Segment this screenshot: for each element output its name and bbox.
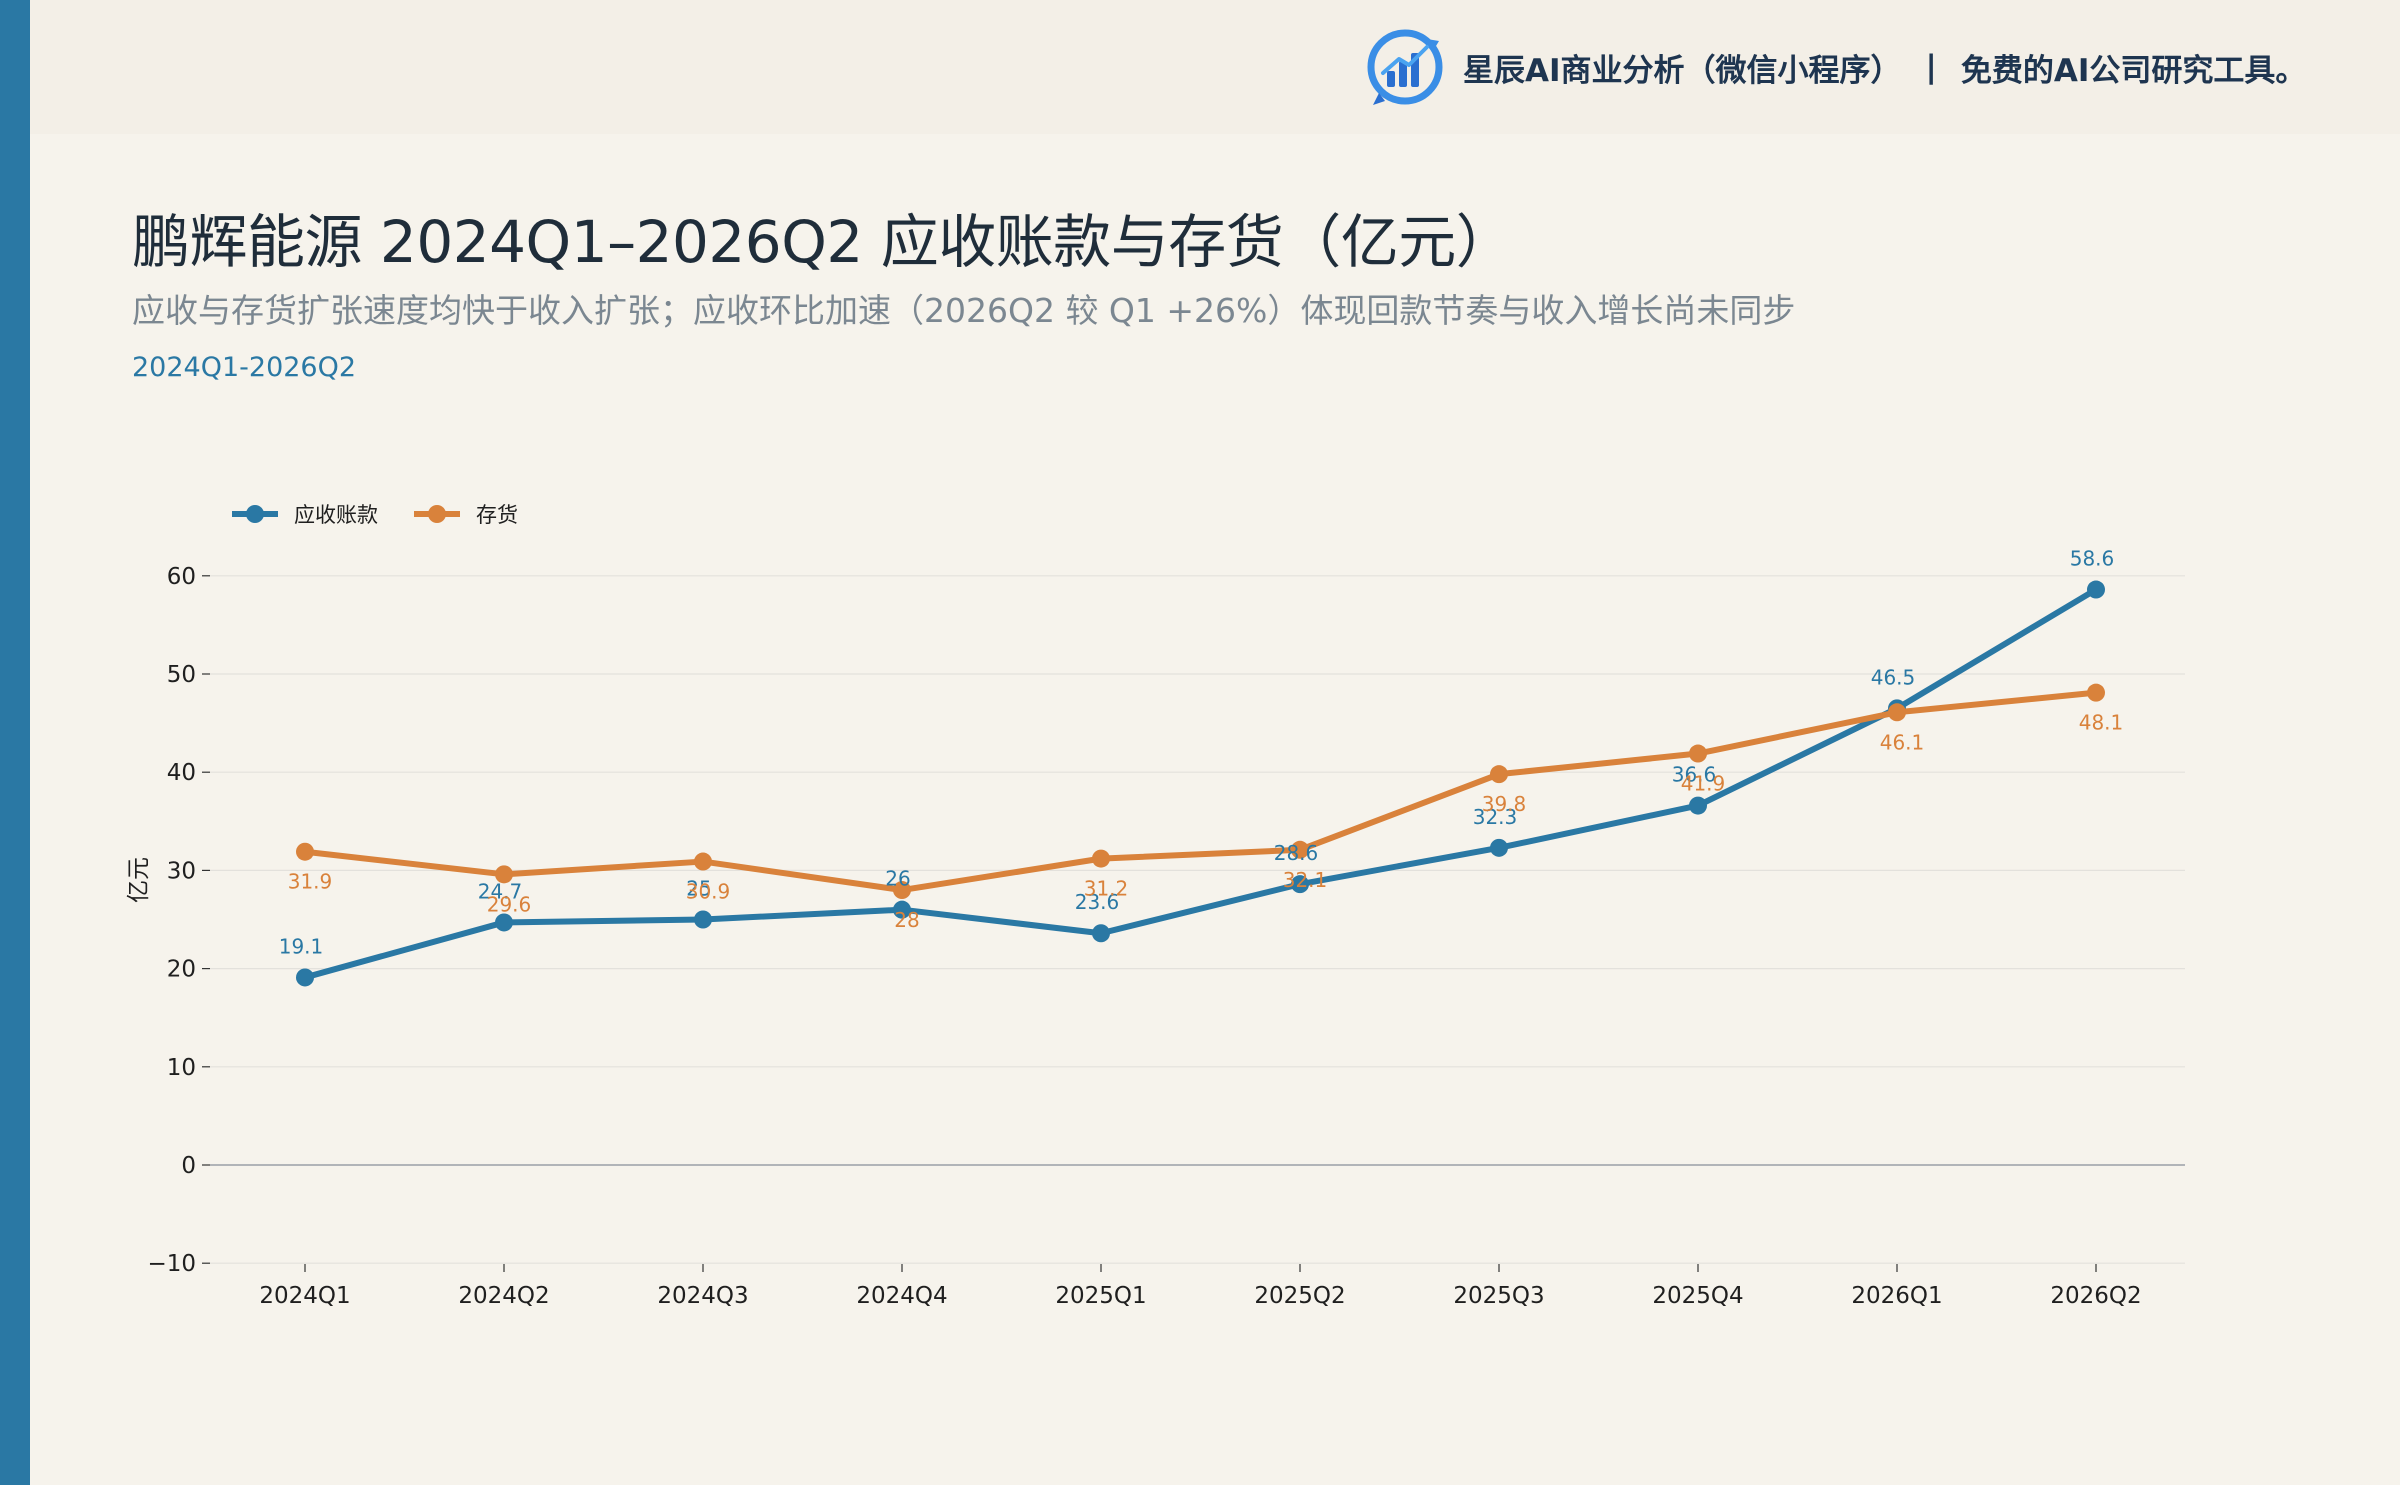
y-tick-label: 60 <box>167 564 196 590</box>
y-tick-label: 30 <box>167 858 196 884</box>
data-point <box>1689 796 1707 815</box>
x-tick-label: 2024Q4 <box>856 1283 947 1309</box>
x-tick-label: 2025Q2 <box>1254 1283 1345 1309</box>
legend-label: 存货 <box>476 503 518 527</box>
data-label: 31.2 <box>1084 877 1129 901</box>
data-point <box>2087 580 2105 599</box>
y-axis-label: 亿元 <box>126 857 152 903</box>
data-point <box>2087 683 2105 702</box>
data-label: 19.1 <box>279 934 324 958</box>
chart-data-labels: 19.1 24.7 25 26 23.6 28.6 32.3 36.6 46.5 58.6 31.9… <box>279 547 2124 959</box>
x-tick-label: 2024Q2 <box>458 1283 549 1309</box>
data-point <box>1888 703 1906 722</box>
header-band <box>30 0 2400 134</box>
data-label: 30.9 <box>686 880 731 904</box>
y-tick-label: −10 <box>147 1251 196 1277</box>
data-label: 32.3 <box>1473 805 1518 829</box>
data-point <box>893 900 911 919</box>
data-point <box>1689 744 1707 763</box>
brand-separator: | <box>1925 49 1937 85</box>
brand-header: 星辰AI商业分析（微信小程序） | 免费的AI公司研究工具。 <box>1365 22 2306 112</box>
series-line <box>302 689 2099 894</box>
data-point <box>694 910 712 929</box>
legend-marker <box>246 505 264 523</box>
brand-logo-icon <box>1367 29 1443 105</box>
x-tick-label: 2026Q1 <box>1851 1283 1942 1309</box>
data-label: 25 <box>686 877 711 901</box>
data-label: 28 <box>894 908 919 932</box>
page-subtitle: 应收与存货扩张速度均快于收入扩张；应收环比加速（2026Q2 较 Q1 +26%… <box>132 291 1796 330</box>
data-point <box>1291 840 1309 859</box>
brand-name: 星辰AI商业分析（微信小程序） <box>1463 52 1902 89</box>
data-label: 46.1 <box>1880 730 1925 754</box>
data-label: 32.1 <box>1283 868 1328 892</box>
data-point <box>495 913 513 932</box>
chart-series <box>296 580 2105 987</box>
data-point <box>495 865 513 884</box>
data-point <box>296 842 314 861</box>
y-tick-label: 0 <box>181 1153 196 1179</box>
data-label: 28.6 <box>1274 841 1319 865</box>
data-point <box>694 852 712 871</box>
x-tick-label: 2025Q3 <box>1453 1283 1544 1309</box>
brand-slogan: 免费的AI公司研究工具。 <box>1960 52 2307 89</box>
x-tick-label: 2026Q2 <box>2050 1283 2141 1309</box>
chart-axes: −10 0 10 20 30 40 50 60 2024Q1 2024Q2 2024Q3 2024Q4… <box>126 564 2142 1309</box>
data-label: 24.7 <box>478 879 523 903</box>
data-point <box>1490 765 1508 784</box>
data-point <box>1092 924 1110 943</box>
data-point <box>1490 838 1508 857</box>
data-label: 23.6 <box>1075 890 1120 914</box>
x-tick-label: 2024Q1 <box>259 1283 350 1309</box>
data-point <box>1092 849 1110 868</box>
accent-sidebar-stripe <box>0 0 30 1485</box>
x-tick-label: 2024Q3 <box>657 1283 748 1309</box>
y-tick-label: 10 <box>167 1055 196 1081</box>
chart-legend: 应收账款 存货 <box>232 503 518 527</box>
period-range-label: 2024Q1-2026Q2 <box>132 352 357 383</box>
y-tick-label: 50 <box>167 662 196 688</box>
y-tick-label: 40 <box>167 760 196 786</box>
data-label: 36.6 <box>1672 763 1717 787</box>
x-tick-label: 2025Q1 <box>1055 1283 1146 1309</box>
data-label: 46.5 <box>1871 665 1916 689</box>
data-label: 48.1 <box>2079 711 2124 735</box>
data-label: 26 <box>885 867 910 891</box>
data-point <box>1291 875 1309 894</box>
x-tick-label: 2025Q4 <box>1652 1283 1743 1309</box>
y-tick-label: 20 <box>167 957 196 983</box>
data-point <box>893 881 911 900</box>
data-label: 31.9 <box>288 870 333 894</box>
series-line <box>302 586 2099 981</box>
page-title: 鹏辉能源 2024Q1–2026Q2 应收账款与存货（亿元） <box>132 208 1514 276</box>
data-point <box>296 968 314 987</box>
legend-marker <box>428 505 446 523</box>
data-label: 58.6 <box>2070 547 2115 571</box>
data-label: 29.6 <box>487 892 532 916</box>
legend-label: 应收账款 <box>294 503 378 527</box>
data-label: 39.8 <box>1482 792 1527 816</box>
data-label: 41.9 <box>1681 772 1726 796</box>
